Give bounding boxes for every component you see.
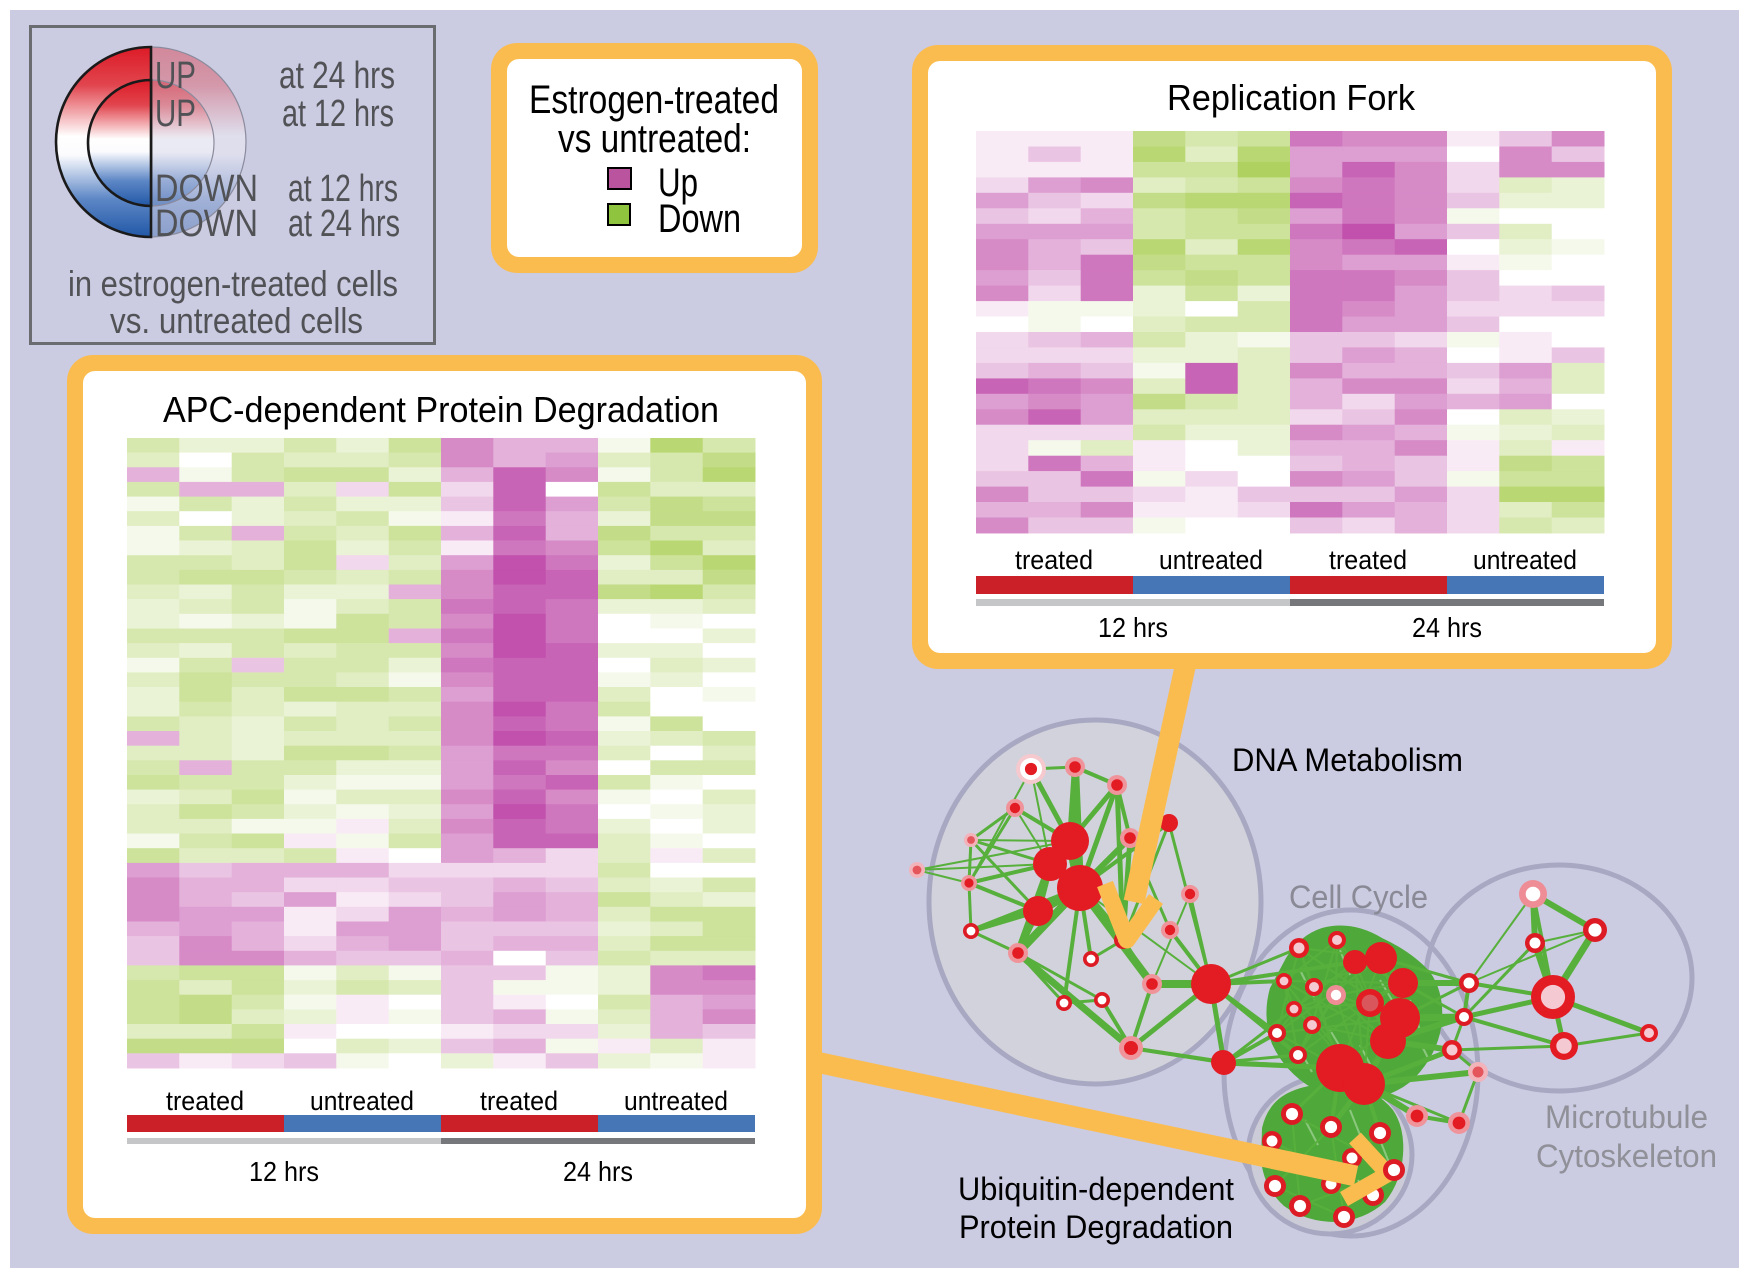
svg-text:untreated: untreated — [310, 1086, 414, 1116]
svg-text:vs. untreated cells: vs. untreated cells — [110, 300, 363, 341]
svg-text:DNA Metabolism: DNA Metabolism — [1232, 742, 1463, 778]
svg-text:at 24 hrs: at 24 hrs — [288, 203, 400, 245]
svg-text:Estrogen-treated: Estrogen-treated — [529, 78, 779, 122]
svg-text:untreated: untreated — [1159, 545, 1263, 575]
svg-text:treated: treated — [1329, 545, 1407, 575]
svg-text:vs untreated:: vs untreated: — [558, 117, 751, 161]
svg-text:Ubiquitin-dependent: Ubiquitin-dependent — [958, 1171, 1234, 1207]
svg-text:treated: treated — [166, 1086, 244, 1116]
svg-text:APC-dependent Protein Degradat: APC-dependent Protein Degradation — [163, 389, 719, 430]
svg-text:at 24 hrs: at 24 hrs — [279, 55, 395, 97]
svg-text:Cell Cycle: Cell Cycle — [1289, 879, 1428, 915]
svg-text:at 12 hrs: at 12 hrs — [288, 168, 398, 210]
svg-text:UP: UP — [155, 93, 196, 135]
svg-text:in estrogen-treated cells: in estrogen-treated cells — [68, 263, 398, 304]
svg-text:Cytoskeleton: Cytoskeleton — [1536, 1138, 1717, 1174]
svg-text:UP: UP — [155, 55, 196, 97]
svg-text:24 hrs: 24 hrs — [1412, 612, 1482, 643]
svg-text:Protein Degradation: Protein Degradation — [959, 1209, 1233, 1245]
svg-text:12 hrs: 12 hrs — [249, 1156, 319, 1187]
svg-text:24 hrs: 24 hrs — [563, 1156, 633, 1187]
svg-text:12 hrs: 12 hrs — [1098, 612, 1168, 643]
svg-text:Replication Fork: Replication Fork — [1167, 77, 1416, 118]
svg-text:treated: treated — [1015, 545, 1093, 575]
svg-text:Up: Up — [658, 161, 698, 205]
svg-text:untreated: untreated — [624, 1086, 728, 1116]
svg-text:DOWN: DOWN — [155, 203, 258, 245]
svg-text:DOWN: DOWN — [155, 168, 258, 210]
svg-text:Down: Down — [658, 197, 741, 241]
svg-text:at 12 hrs: at 12 hrs — [282, 93, 394, 135]
svg-text:Microtubule: Microtubule — [1545, 1099, 1708, 1135]
svg-text:untreated: untreated — [1473, 545, 1577, 575]
svg-text:treated: treated — [480, 1086, 558, 1116]
